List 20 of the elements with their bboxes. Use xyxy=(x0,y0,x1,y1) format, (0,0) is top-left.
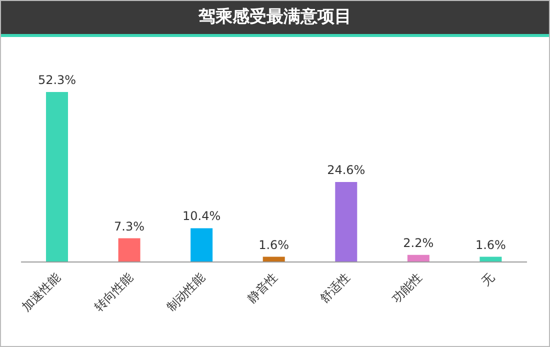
x-tick-label: 功能性 xyxy=(389,270,425,306)
data-label: 24.6% xyxy=(327,163,366,178)
data-label: 7.3% xyxy=(114,219,145,234)
data-label: 52.3% xyxy=(38,73,76,88)
x-tick-label: 制动性能 xyxy=(164,270,208,314)
data-label: 2.2% xyxy=(403,236,434,250)
bar xyxy=(190,228,213,262)
x-tick-label: 加速性能 xyxy=(19,270,64,314)
bar xyxy=(407,254,430,262)
data-label: 1.6% xyxy=(258,238,290,252)
x-tick-label: 静音性 xyxy=(244,270,280,306)
data-label: 1.6% xyxy=(475,238,506,252)
x-tick-label: 转向性能 xyxy=(92,270,136,314)
bar xyxy=(335,182,358,262)
x-tick-label: 舒适性 xyxy=(317,270,352,306)
data-label: 10.4% xyxy=(182,209,221,224)
chart-title: 驾乘感受最满意项目 xyxy=(1,1,549,37)
bar xyxy=(46,92,68,262)
x-tick-label: 无 xyxy=(478,270,497,289)
bar xyxy=(118,238,140,262)
